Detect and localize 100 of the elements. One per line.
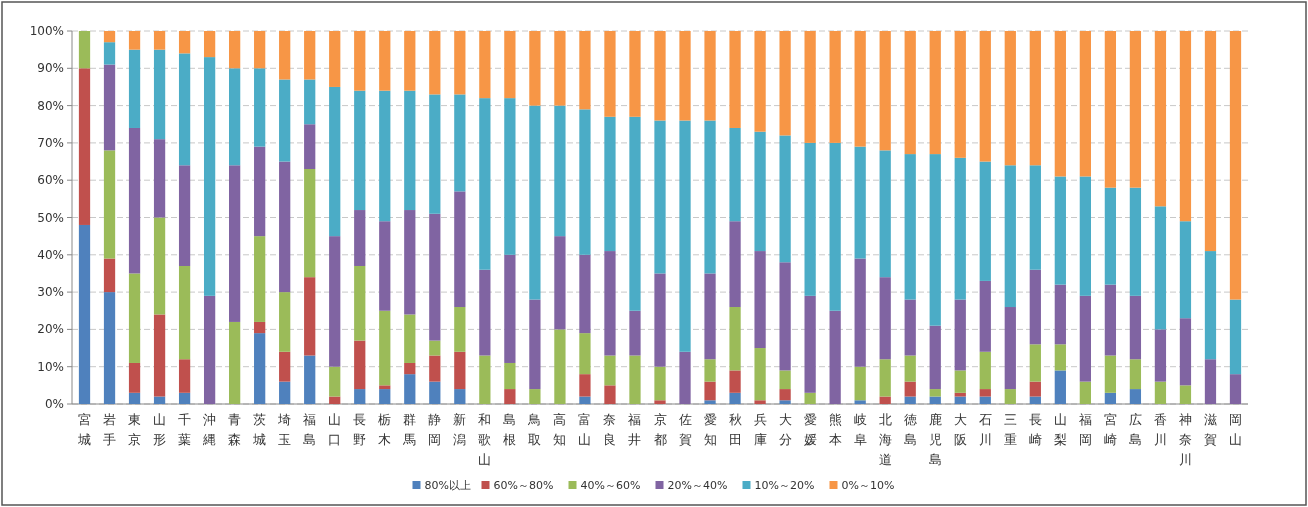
- bar: [979, 31, 991, 162]
- bar: [904, 396, 916, 404]
- bar: [604, 116, 616, 252]
- bar: [329, 396, 341, 404]
- bar: [153, 396, 166, 404]
- bar: [704, 381, 716, 401]
- bar: [454, 94, 466, 192]
- bar: [429, 213, 441, 341]
- x-tick-label: 山梨: [1053, 412, 1067, 447]
- bar: [929, 325, 941, 390]
- bar: [479, 31, 491, 99]
- x-tick-label: 香川: [1153, 412, 1167, 447]
- bar: [529, 31, 541, 106]
- bar: [529, 299, 541, 390]
- y-tick-label: 50%: [37, 210, 64, 225]
- bar: [304, 79, 316, 125]
- bar: [1029, 269, 1041, 345]
- bar: [1029, 381, 1041, 397]
- x-tick-label: 大阪: [953, 412, 967, 447]
- bar: [504, 31, 516, 99]
- x-tick-label: 宮城: [77, 412, 92, 447]
- x-tick-label: 和歌山: [478, 412, 492, 467]
- bar: [979, 280, 991, 352]
- bar: [254, 31, 266, 69]
- bar: [254, 68, 266, 147]
- bar: [654, 400, 666, 404]
- bar: [979, 351, 991, 390]
- x-tick-label: 島根: [503, 412, 517, 447]
- bar: [1054, 284, 1066, 345]
- x-tick-label: 福岡: [1078, 412, 1092, 447]
- bar: [729, 307, 741, 371]
- x-tick-label: 広島: [1128, 412, 1142, 447]
- x-tick-label: 山口: [328, 412, 342, 447]
- legend-label: 10%～20%: [754, 479, 815, 492]
- legend-label: 60%～80%: [493, 479, 554, 492]
- bar: [404, 374, 416, 404]
- bar: [679, 31, 691, 121]
- x-tick-label: 大分: [778, 412, 792, 447]
- x-tick-label: 北海道: [878, 412, 892, 467]
- legend-label: 80%以上: [424, 479, 471, 492]
- bar: [979, 396, 991, 404]
- bar: [454, 307, 466, 352]
- bar: [153, 217, 166, 315]
- bar: [879, 150, 891, 278]
- bar: [554, 329, 566, 404]
- bar: [1004, 31, 1016, 166]
- bar: [229, 68, 241, 166]
- bar: [929, 31, 941, 155]
- bar: [779, 370, 791, 390]
- x-tick-label: 山形: [153, 412, 167, 447]
- bar: [103, 150, 116, 259]
- bar: [203, 57, 216, 296]
- bar: [354, 90, 366, 211]
- bar: [729, 127, 741, 222]
- bar: [954, 370, 966, 393]
- bar: [404, 90, 416, 211]
- bar: [178, 165, 191, 266]
- bar: [178, 359, 191, 393]
- bar: [1204, 359, 1217, 404]
- bar: [654, 31, 666, 121]
- bar: [229, 165, 241, 322]
- bar: [354, 265, 366, 341]
- bar: [454, 31, 466, 95]
- bar: [754, 131, 766, 252]
- bar: [1229, 374, 1242, 404]
- bar: [854, 258, 866, 367]
- bar: [604, 251, 616, 356]
- bar: [354, 389, 366, 404]
- bar: [1079, 31, 1091, 177]
- bar: [629, 310, 641, 356]
- x-tick-label: 埼玉: [277, 412, 292, 447]
- bar: [1104, 187, 1117, 285]
- x-tick-label: 徳島: [903, 412, 917, 447]
- bar: [203, 31, 216, 58]
- bar: [1029, 344, 1041, 382]
- y-tick-label: 100%: [29, 24, 64, 38]
- bar: [729, 370, 741, 393]
- bar: [979, 389, 991, 397]
- y-tick-label: 60%: [37, 173, 64, 188]
- x-tick-label: 富山: [578, 412, 592, 447]
- bar: [504, 389, 516, 404]
- x-tick-label: 京都: [653, 412, 667, 447]
- bar: [429, 355, 441, 382]
- bar: [1229, 299, 1242, 375]
- bar: [754, 400, 766, 404]
- bar: [629, 116, 641, 311]
- bar: [304, 355, 316, 404]
- bar: [804, 142, 816, 296]
- bar: [479, 269, 491, 356]
- bar: [1204, 251, 1217, 360]
- bar: [554, 105, 566, 237]
- legend-label: 0%～10%: [841, 479, 895, 492]
- bar: [429, 340, 441, 356]
- bar: [1054, 370, 1066, 404]
- bar: [879, 359, 891, 397]
- bar: [178, 392, 191, 404]
- bar: [529, 389, 541, 404]
- bar: [654, 273, 666, 367]
- bar: [379, 221, 391, 311]
- bar: [379, 310, 391, 386]
